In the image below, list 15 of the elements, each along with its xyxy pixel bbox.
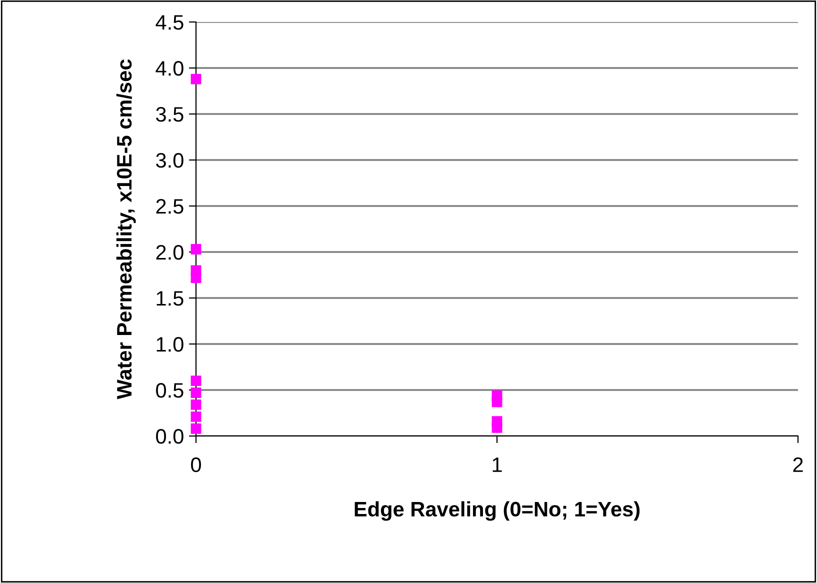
y-tick-label: 1.0 — [156, 337, 184, 352]
x-axis-title: Edge Raveling (0=No; 1=Yes) — [354, 501, 640, 521]
y-tick-label: 3.5 — [156, 107, 184, 122]
y-tick-label: 3.0 — [156, 153, 184, 168]
x-tick-label: 0 — [191, 457, 201, 472]
y-tick-label: 2.5 — [156, 199, 184, 214]
x-tick-label: 1 — [492, 458, 502, 472]
x-tick-label: 2 — [793, 457, 803, 472]
y-tick-label: 1.5 — [156, 291, 184, 306]
y-tick-label: 0.0 — [156, 429, 184, 444]
y-tick-label: 4.0 — [156, 61, 184, 76]
y-tick-label: 0.5 — [156, 383, 184, 398]
y-tick-label: 2.0 — [156, 245, 184, 260]
y-tick-label: 4.5 — [156, 15, 184, 30]
y-axis-title: Water Permeability, x10E-5 cm/sec — [116, 59, 136, 400]
